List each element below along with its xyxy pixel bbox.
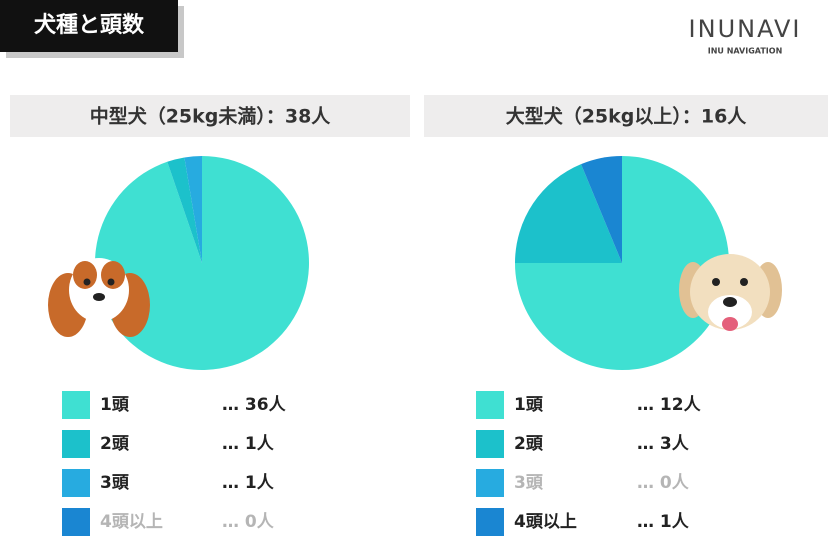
charts: 中型犬（25kg未満）：38人 1頭 … 36人 2頭 … 1人 3頭 … 1人 4頭以上 … … [10,95,828,536]
header-box [0,0,178,52]
pie-slice [581,156,622,263]
legend-label: 2頭 [514,434,544,454]
legend-value: … 12人 [637,395,702,415]
title-bar [424,95,828,137]
dog-large [679,254,782,331]
dog-small [48,258,150,337]
legend-value: … 0人 [222,512,275,532]
legend-label: 1頭 [100,395,130,415]
legend-swatch [62,508,90,536]
header-title: 犬種と頭数 [34,12,145,38]
legend-value: … 1人 [222,434,275,454]
legend-swatch [476,430,504,458]
legend-label: 1頭 [514,395,544,415]
legend-label: 2頭 [100,434,130,454]
pie-slice [184,156,202,263]
legend-swatch [62,391,90,419]
legend-swatch [476,469,504,497]
title-bar [10,95,410,137]
pie-slice [167,157,202,263]
legend-value: … 1人 [637,512,690,532]
legend-swatch [476,391,504,419]
logo-sub: INU NAVIGATION [708,47,783,56]
legend-swatch [476,508,504,536]
legend-label: 4頭以上 [100,512,163,532]
legend-value: … 36人 [222,395,287,415]
pie-slice [515,164,622,263]
legend-label: 3頭 [514,473,544,493]
chart-title: 中型犬（25kg未満）：38人 [90,105,332,128]
logo: INUNAVI [689,15,802,43]
legend-value: … 0人 [637,473,690,493]
legend-swatch [62,469,90,497]
chart-title: 大型犬（25kg以上）：16人 [506,105,748,128]
legend-value: … 1人 [222,473,275,493]
legend-value: … 3人 [637,434,690,454]
legend-swatch [62,430,90,458]
legend-label: 4頭以上 [514,512,577,532]
legend-label: 3頭 [100,473,130,493]
